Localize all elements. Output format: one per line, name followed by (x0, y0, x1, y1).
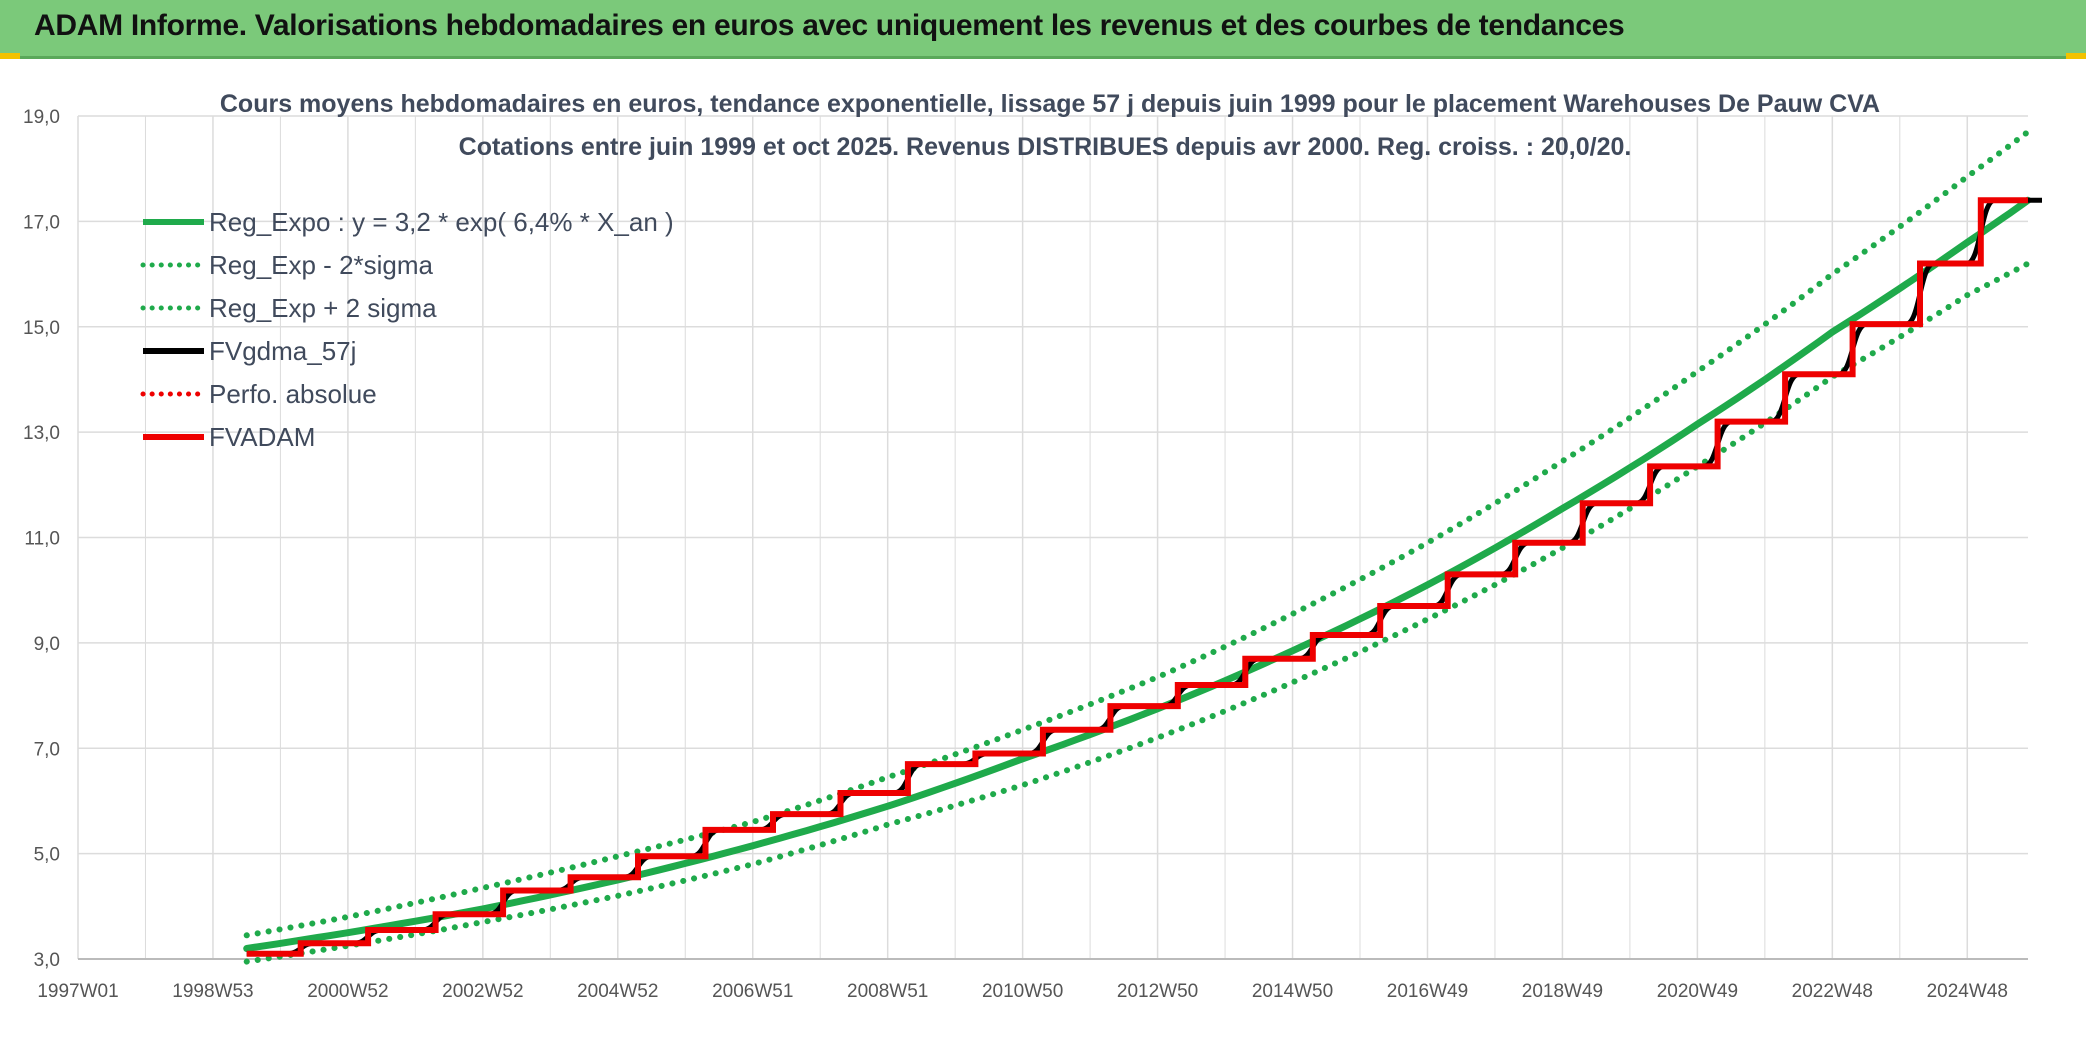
y-tick-label: 9,0 (34, 634, 60, 655)
legend-label: Reg_Exp - 2*sigma (209, 250, 434, 280)
x-tick-label: 2016W49 (1387, 981, 1468, 1002)
corner-mark-right (2066, 53, 2086, 59)
axis-layer: 3,0 5,0 7,0 9,0 11,0 13,0 15,0 17,0 19,0 1997W01 1… (23, 107, 2028, 1002)
y-tick-label: 13,0 (23, 423, 60, 444)
x-tick-label: 2012W50 (1117, 981, 1198, 1002)
series-reg-exp-minus-2sigma (243, 260, 2031, 965)
x-tick-label: 2008W51 (847, 981, 928, 1002)
series-fvadam (246, 197, 2028, 957)
y-tick-label: 11,0 (24, 529, 60, 550)
x-tick-label: 2004W52 (577, 981, 658, 1002)
x-tick-label: 1997W01 (37, 981, 118, 1002)
y-tick-label: 19,0 (23, 107, 60, 128)
legend-label: FVgdma_57j (209, 336, 356, 366)
x-tick-label: 2024W48 (1927, 981, 2008, 1002)
page-title: ADAM Informe. Valorisations hebdomadaire… (34, 9, 1625, 42)
y-tick-label: 7,0 (34, 739, 60, 760)
x-tick-label: 2022W48 (1792, 981, 1873, 1002)
y-tick-label: 15,0 (23, 318, 60, 339)
chart-legend: Reg_Expo : y = 3,2 * exp( 6,4% * X_an ) R… (140, 207, 674, 452)
series-fvgdma-57j (246, 197, 2042, 957)
x-tick-label: 1998W53 (172, 981, 253, 1002)
chart-area: 3,0 5,0 7,0 9,0 11,0 13,0 15,0 17,0 19,0 1997W01 1… (0, 59, 2086, 1037)
legend-label: FVADAM (209, 422, 315, 452)
chart-subtitle: Cotations entre juin 1999 et oct 2025. R… (459, 133, 1632, 161)
x-tick-label: 2010W50 (982, 981, 1063, 1002)
x-tick-label: 2014W50 (1252, 981, 1333, 1002)
legend-label: Perfo. absolue (209, 379, 377, 409)
series-reg-expo (243, 196, 2032, 952)
header-bar: ADAM Informe. Valorisations hebdomadaire… (0, 0, 2086, 59)
legend-label: Reg_Expo : y = 3,2 * exp( 6,4% * X_an ) (209, 207, 674, 237)
weekly-valuation-chart: 3,0 5,0 7,0 9,0 11,0 13,0 15,0 17,0 19,0 1997W01 1… (23, 90, 2042, 1002)
legend-label: Reg_Exp + 2 sigma (209, 293, 437, 323)
y-tick-label: 5,0 (34, 845, 60, 866)
x-tick-label: 2000W52 (307, 981, 388, 1002)
series-reg-exp-plus-2sigma (243, 128, 2031, 939)
y-tick-label: 17,0 (23, 212, 60, 233)
corner-mark-left (0, 53, 20, 59)
x-tick-label: 2020W49 (1657, 981, 1738, 1002)
chart-title: Cours moyens hebdomadaires en euros, ten… (220, 90, 1880, 118)
y-tick-label: 3,0 (34, 950, 60, 971)
grid-layer (77, 115, 2028, 960)
series-layer (243, 128, 2042, 965)
x-tick-label: 2006W51 (712, 981, 793, 1002)
x-tick-label: 2002W52 (442, 981, 523, 1002)
x-tick-label: 2018W49 (1522, 981, 1603, 1002)
